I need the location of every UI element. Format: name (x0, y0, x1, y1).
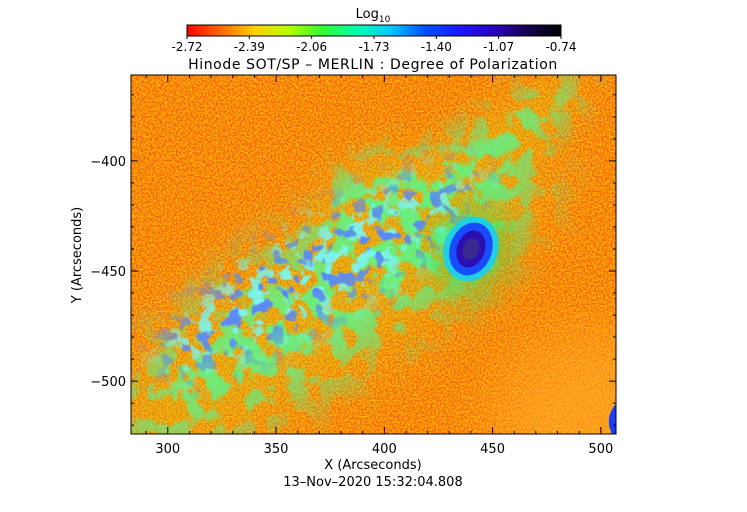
heatmap-corner-blue (608, 404, 616, 434)
colorbar: Log10 -2.72 -2.39 -2.06 -1.73 -1.40 -1.07 -0.7… (171, 7, 576, 54)
y-axis-ticks: −400 −450 −500 (90, 94, 616, 426)
plot-frame (130, 74, 617, 435)
x-axis-label: X (Arcseconds) (324, 458, 421, 473)
x-tick-label: 500 (588, 442, 613, 457)
sunspot-marker (433, 205, 508, 293)
colorbar-tick-label: -2.72 (171, 40, 202, 54)
y-tick-label: −450 (90, 265, 126, 280)
colorbar-tick-label: -2.06 (296, 40, 327, 54)
y-tick-label: −500 (90, 375, 126, 390)
x-tick-label: 300 (155, 442, 180, 457)
x-axis-ticks: 300 350 400 450 500 (145, 75, 613, 457)
colorbar-label: Log10 (356, 7, 391, 25)
x-tick-label: 350 (264, 442, 289, 457)
x-tick-label: 450 (480, 442, 505, 457)
colorbar-tick-label: -0.74 (545, 40, 576, 54)
colorbar-tick-label: -1.40 (421, 40, 452, 54)
y-tick-label: −400 (90, 155, 126, 170)
colorbar-tick-label: -1.07 (483, 40, 514, 54)
colorbar-ticks: -2.72 -2.39 -2.06 -1.73 -1.40 -1.07 -0.74 (171, 36, 577, 54)
heatmap-plage-core (131, 75, 616, 434)
colorbar-gradient-bar (186, 24, 562, 37)
colorbar-tick-label: -2.39 (234, 40, 265, 54)
y-axis-label: Y (Arcseconds) (70, 207, 85, 304)
x-tick-label: 400 (372, 442, 397, 457)
chart-title: Hinode SOT/SP – MERLIN : Degree of Polar… (188, 57, 558, 73)
observation-timestamp: 13–Nov–2020 15:32:04.808 (283, 475, 462, 490)
colorbar-tick-label: -1.73 (358, 40, 389, 54)
heatmap-image (131, 75, 616, 434)
